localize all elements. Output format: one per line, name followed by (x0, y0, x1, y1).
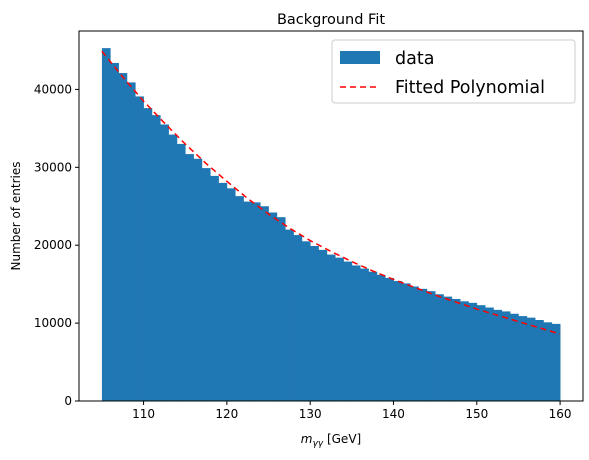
histogram-bar (126, 82, 136, 402)
histogram-bar (476, 305, 486, 401)
y-tick-label: 10000 (34, 316, 72, 330)
histogram-bar (376, 274, 386, 401)
histogram-bar (368, 271, 378, 401)
x-tick-label: 160 (549, 407, 572, 421)
histogram-bar (468, 302, 478, 401)
histogram-bar (185, 154, 194, 401)
histogram-bar (493, 309, 503, 401)
y-tick-label: 0 (64, 394, 72, 408)
fit-curve-line (101, 50, 561, 335)
histogram-bar (401, 283, 411, 401)
y-axis-label: Number of entries (9, 162, 23, 271)
histogram-bar (335, 257, 344, 401)
histogram-bar (410, 286, 419, 401)
histogram-bar (243, 201, 253, 401)
y-axis: 0 10000 20000 30000 40000 (34, 82, 79, 408)
x-axis-label-unit: [GeV] (323, 432, 361, 446)
x-axis-label-subscript: γγ (312, 439, 323, 449)
histogram-bar (118, 73, 128, 401)
histogram-bars (101, 48, 561, 402)
y-tick-label: 20000 (34, 238, 72, 252)
histogram-bar (260, 206, 269, 401)
histogram-bar (360, 268, 369, 401)
histogram-bar (293, 235, 303, 401)
histogram-bar (543, 322, 553, 401)
histogram-bar (268, 212, 278, 401)
histogram-bar (160, 124, 169, 401)
y-tick-label: 40000 (34, 82, 72, 96)
histogram-bar (235, 196, 244, 401)
x-axis-label-main: m (301, 432, 313, 446)
histogram-bar (485, 307, 494, 401)
histogram-bar (101, 48, 111, 401)
histogram-bar (135, 96, 144, 401)
histogram-bar (218, 182, 228, 401)
histogram-bar (393, 281, 403, 401)
plot-frame (78, 30, 584, 402)
histogram-bar (343, 261, 353, 401)
histogram-bar (551, 323, 561, 401)
histogram-bar (143, 108, 153, 402)
histogram-bar (526, 317, 536, 401)
histogram-bar (435, 294, 444, 401)
legend-box (331, 39, 576, 104)
x-tick-label: 140 (382, 407, 405, 421)
legend-label-data: data (395, 49, 434, 69)
histogram-bar (251, 202, 261, 401)
histogram-bar (451, 298, 461, 401)
histogram-bar (460, 301, 469, 401)
legend: data Fitted Polynomial (331, 39, 576, 104)
histogram-bar (226, 188, 236, 401)
histogram-bar (310, 245, 319, 401)
legend-label-fit: Fitted Polynomial (395, 78, 545, 98)
histogram-bar (210, 175, 219, 401)
x-axis-label: mγγ [GeV] (301, 432, 361, 449)
histogram-bar (535, 319, 544, 401)
y-tick-label: 30000 (34, 160, 72, 174)
fit-curve-group (101, 50, 561, 335)
x-tick-label: 120 (215, 407, 238, 421)
histogram-bar (276, 217, 286, 401)
histogram-bar (385, 277, 394, 401)
histogram-bar (326, 254, 336, 401)
histogram-bar (418, 288, 428, 401)
histogram-bar (151, 115, 161, 401)
histogram-bar (351, 265, 361, 401)
histogram-bar (518, 316, 528, 401)
histogram-bar (426, 291, 436, 401)
histogram-bar (110, 62, 119, 402)
x-tick-label: 110 (132, 407, 155, 421)
histogram-bar (510, 313, 519, 401)
chart-title: Background Fit (277, 12, 385, 28)
x-tick-label: 130 (299, 407, 322, 421)
histogram-bar (168, 134, 178, 401)
histogram-bar (176, 143, 186, 401)
x-tick-label: 150 (465, 407, 488, 421)
histogram-bar (501, 311, 511, 401)
histogram-bar (301, 241, 311, 401)
x-axis: 110 120 130 140 150 160 (132, 401, 572, 421)
histogram-bar (318, 249, 328, 401)
legend-swatch-data (340, 51, 380, 64)
histogram-bar (193, 158, 203, 401)
histogram-bar (443, 296, 453, 401)
histogram-bar (285, 229, 294, 401)
histogram-bar (201, 168, 211, 401)
